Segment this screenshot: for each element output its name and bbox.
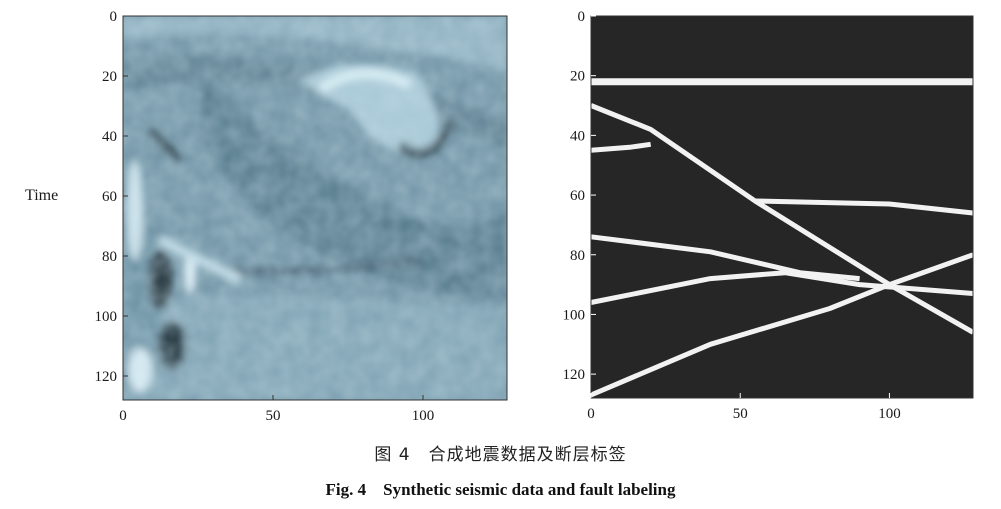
figure-caption-chinese: 图 4 合成地震数据及断层标签 — [374, 445, 627, 465]
seismic-y-tick-label: 20 — [102, 69, 117, 85]
seismic-panel: 0 20 40 60 80 100 120 0 50 100 Time — [25, 9, 508, 424]
fault-y-tick-label: 20 — [570, 69, 585, 85]
fault-line-2 — [590, 141, 652, 153]
fault-y-tick-label: 60 — [570, 188, 585, 204]
seismic-y-tick-label: 40 — [102, 129, 117, 145]
seismic-y-tick-label: 60 — [102, 189, 117, 205]
seismic-x-tick-label: 100 — [412, 408, 435, 424]
fault-y-tick-label: 0 — [578, 9, 586, 25]
fault-line-7 — [590, 252, 974, 398]
fault-x-tick-label: 50 — [733, 406, 748, 422]
seismic-y-tick-label: 120 — [95, 369, 118, 385]
fault-line-4 — [755, 198, 974, 216]
seismic-y-tick-label: 80 — [102, 249, 117, 265]
seismic-x-tick-label: 50 — [266, 408, 281, 424]
fault-lines — [590, 78, 975, 398]
fault-axis-ticks: 0 20 40 60 80 100 120 0 50 100 — [563, 9, 901, 422]
fault-label-frame — [590, 15, 974, 399]
y-axis-title: Time — [25, 187, 58, 204]
fault-line-6 — [590, 270, 974, 305]
fault-x-tick-label: 0 — [587, 406, 595, 422]
figure-caption-english: Fig. 4 Synthetic seismic data and fault … — [325, 480, 676, 499]
seismic-x-tick-label: 0 — [119, 408, 127, 424]
seismic-y-tick-label: 100 — [95, 309, 118, 325]
fault-label-panel: 0 20 40 60 80 100 120 0 50 100 — [563, 9, 975, 422]
seismic-frame — [122, 15, 508, 401]
fault-y-tick-label: 80 — [570, 248, 585, 264]
seismic-axis-ticks: 0 20 40 60 80 100 120 0 50 100 — [95, 9, 435, 424]
fault-y-tick-label: 120 — [563, 367, 586, 383]
fault-x-tick-label: 100 — [878, 406, 901, 422]
seismic-image — [123, 16, 507, 400]
seismic-y-tick-label: 0 — [110, 9, 118, 25]
fault-y-tick-label: 100 — [563, 307, 586, 323]
fault-y-tick-label: 40 — [570, 128, 585, 144]
fault-line-5 — [590, 234, 860, 282]
